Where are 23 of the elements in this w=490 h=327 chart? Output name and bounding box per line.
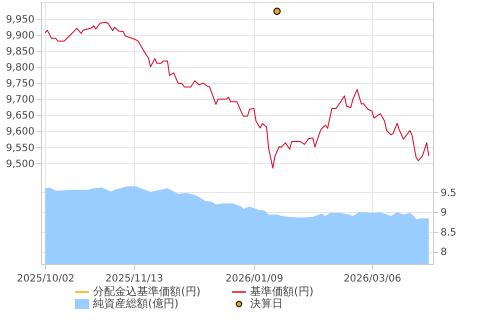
x-tick-label: 2026/01/09 <box>226 274 284 284</box>
legend-label: 純資産総額(億円) <box>93 297 179 310</box>
legend-label: 基準価額(円) <box>250 285 314 298</box>
y-tick-label: 9,900 <box>6 30 34 42</box>
y-tick-label: 9,650 <box>6 110 34 122</box>
y-tick-label: 9,850 <box>6 46 34 58</box>
legend-label: 分配金込基準価額(円) <box>93 285 201 298</box>
x-tick-label: 2025/10/02 <box>16 274 75 284</box>
x-tick-label: 2026/03/06 <box>344 274 402 284</box>
x-tick-label: 2025/11/13 <box>105 274 164 284</box>
y-tick-label: 9,550 <box>6 142 34 154</box>
y-tick-label: 9,600 <box>6 126 34 138</box>
line-series <box>44 22 430 169</box>
y2-tick-label: 8.5 <box>440 227 456 238</box>
y-tick-label: 9,700 <box>6 94 34 106</box>
y-tick-label: 9,750 <box>6 78 34 90</box>
legend-label: 決算日 <box>250 297 283 310</box>
y-tick-label: 9,950 <box>6 14 34 26</box>
y2-tick-label: 9.5 <box>440 188 456 199</box>
y2-tick-label: 9 <box>440 208 447 219</box>
y-tick-label: 9,800 <box>6 62 34 74</box>
y2-tick-label: 8 <box>440 247 447 258</box>
y-tick-label: 9,500 <box>6 158 34 170</box>
